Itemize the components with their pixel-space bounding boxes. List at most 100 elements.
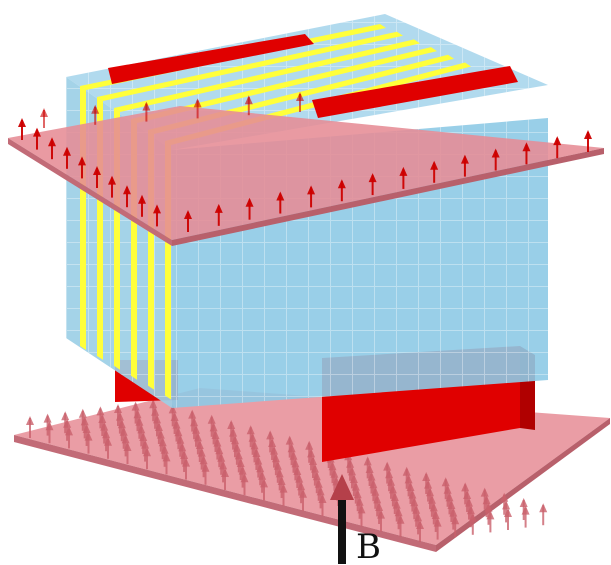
bottom-field-arrow-head [463, 490, 472, 499]
bottom-field-arrow-head [486, 510, 495, 520]
bottom-field-arrow-head [174, 427, 183, 437]
bottom-field-arrow-head [156, 429, 165, 439]
bottom-field-arrow-head [468, 512, 477, 522]
bottom-field-arrow-head [45, 421, 54, 431]
bottom-field-arrow-head [387, 476, 395, 486]
bottom-field-arrow-head [447, 500, 456, 509]
bottom-field-arrow-head [484, 502, 493, 512]
middle-field-arrow-head [33, 127, 41, 137]
bottom-field-arrow-head [178, 442, 187, 452]
bottom-field-arrow-head [373, 494, 382, 504]
middle-field-arrow-head [245, 197, 254, 207]
bottom-field-arrow-head [100, 421, 109, 431]
bottom-field-arrow-head [377, 509, 385, 519]
bottom-field-arrow-head [287, 443, 296, 453]
middle-field-arrow-head [553, 136, 562, 146]
bottom-field-arrow-head [258, 470, 267, 480]
middle-field-arrow-head [48, 137, 56, 147]
bottom-field-arrow-head [279, 483, 288, 493]
bottom-field-arrow-head [192, 424, 200, 434]
bottom-field-arrow-head [431, 510, 440, 519]
bottom-field-arrow-head [143, 447, 151, 457]
bottom-field-arrow-head [443, 484, 452, 494]
bottom-field-arrow-head [310, 463, 319, 473]
middle-field-arrow-head [296, 92, 304, 101]
bottom-field-arrow-head [371, 486, 380, 496]
bottom-field-arrow-head [365, 464, 374, 473]
bottom-field-arrow-head [465, 497, 473, 507]
bottom-plate-edge-right [436, 418, 610, 552]
bottom-field-arrow-head [412, 504, 421, 514]
middle-field-arrow-head [78, 156, 86, 166]
bottom-field-arrow-head [98, 414, 107, 423]
middle-field-arrow-head [399, 166, 408, 176]
middle-field-arrow-head [337, 179, 346, 189]
bottom-field-arrow-head [502, 500, 511, 510]
bottom-field-arrow-head [149, 399, 158, 409]
bottom-field-arrow-head [80, 416, 89, 426]
bottom-field-arrow-head [131, 401, 140, 411]
bottom-field-arrow-head [240, 473, 249, 483]
bottom-field-arrow-head [137, 424, 146, 434]
bottom-field-arrow-head [480, 487, 489, 497]
bottom-field-arrow-head [135, 416, 144, 426]
bottom-field-arrow-head [43, 413, 52, 423]
bottom-field-arrow-head [353, 489, 362, 499]
bottom-field-arrow-head [277, 476, 286, 485]
bottom-field-arrow-head [162, 452, 171, 462]
bottom-field-arrow-head [351, 481, 360, 491]
bottom-field-arrow-head [424, 479, 433, 489]
bottom-plate-edge [14, 435, 436, 552]
middle-field-arrow-head [93, 166, 101, 175]
bottom-field-arrow-head [254, 455, 263, 465]
yellow-layer-top [97, 31, 403, 102]
bottom-field-arrow-head [369, 479, 378, 489]
bottom-field-arrow-head [500, 492, 509, 502]
bottom-field-arrow-head [410, 497, 419, 507]
bottom-field-arrow-head [404, 474, 413, 484]
middle-field-arrow-head [276, 191, 285, 201]
bottom-field-arrow-head [367, 471, 376, 481]
middle-field-arrow-head [584, 130, 592, 139]
middle-plate-edge [8, 138, 172, 246]
bottom-field-arrow-head [238, 465, 247, 475]
middle-field-arrow-head [108, 175, 116, 185]
b-field-arrow [330, 474, 354, 564]
bottom-field-arrow-head [160, 444, 169, 454]
bottom-field-arrow-head [293, 466, 302, 475]
middle-field-arrow-head [307, 185, 316, 195]
bottom-field-arrow-head [217, 452, 226, 462]
bottom-field-arrow-head [207, 414, 216, 424]
bottom-field-arrow-head [260, 478, 268, 488]
bottom-field-arrow-head [213, 437, 222, 447]
bottom-field-arrow-head [357, 504, 366, 514]
bottom-field-arrow-head [84, 431, 93, 441]
middle-field-arrow-head [63, 146, 71, 156]
bottom-field-arrow-head [504, 508, 512, 517]
bottom-field-arrow-head [539, 503, 548, 513]
bottom-field-arrow-head [441, 477, 450, 487]
bottom-field-arrow-head [385, 469, 394, 479]
bottom-field-arrow-head [190, 417, 199, 427]
middle-field-arrow-head [522, 142, 531, 152]
bottom-field-arrow-head [451, 515, 460, 525]
bottom-field-arrow-head [271, 453, 280, 463]
bottom-field-arrow-head [219, 460, 228, 470]
bottom-field-arrow-head [289, 450, 298, 460]
middle-field-arrow-head [91, 104, 100, 114]
bottom-field-arrow-head [348, 466, 356, 476]
bottom-field-arrow-head [414, 512, 423, 522]
bottom-field-arrow-head [285, 435, 294, 445]
bottom-field-arrow-head [182, 457, 190, 467]
bottom-field-arrow-head [408, 489, 417, 499]
middle-field-arrows [18, 92, 592, 232]
bottom-field-arrow-head [270, 445, 278, 455]
bottom-field-arrow-head [330, 468, 339, 478]
upper-bar-back [108, 34, 314, 84]
bottom-field-arrow-head [180, 450, 189, 459]
bottom-field-arrow-head [246, 425, 255, 435]
bottom-field-arrow-head [195, 440, 204, 449]
bottom-field-arrow-head [104, 436, 112, 446]
middle-field-arrow-head [460, 154, 469, 164]
bottom-field-arrow-head [268, 438, 277, 447]
